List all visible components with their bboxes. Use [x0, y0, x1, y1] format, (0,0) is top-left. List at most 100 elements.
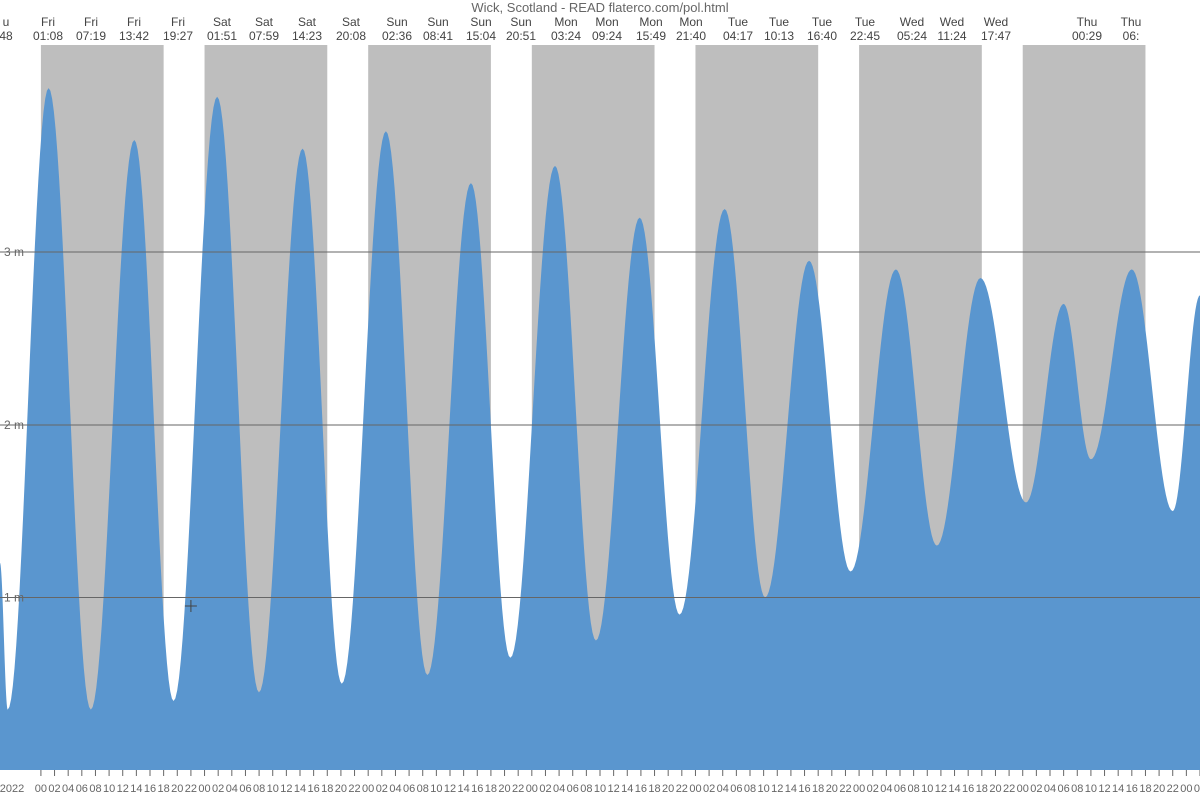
top-label-time: 11:24 [937, 29, 966, 43]
x-axis-hour-label: 18 [1139, 783, 1151, 795]
x-axis-hour-label: 00 [689, 783, 701, 795]
top-label-day: Thu [1121, 15, 1142, 29]
top-label-day: Sat [298, 15, 317, 29]
x-axis-hour-label: 12 [444, 783, 456, 795]
x-axis-hour-label: 16 [471, 783, 483, 795]
x-axis-hour-label: 08 [253, 783, 265, 795]
x-axis-hour-label: 12 [771, 783, 783, 795]
x-axis-hour-label: 06 [239, 783, 251, 795]
x-axis-hour-label: 22 [1167, 783, 1179, 795]
x-axis-hour-label: 22 [676, 783, 688, 795]
x-axis-hour-label: 06 [730, 783, 742, 795]
x-axis-hour-label: 12 [280, 783, 292, 795]
top-label-time: 16:40 [807, 29, 837, 43]
x-axis-hour-label: 22 [1003, 783, 1015, 795]
x-axis-hour-label: 02 [212, 783, 224, 795]
x-axis-hour-label: 02 [867, 783, 879, 795]
x-axis-hour-label: 10 [1085, 783, 1097, 795]
top-label-day: Mon [554, 15, 577, 29]
x-axis-hour-label: 18 [976, 783, 988, 795]
top-label-time: 07:19 [76, 29, 106, 43]
x-axis-hour-label: 02 [703, 783, 715, 795]
top-label-day: Sun [427, 15, 448, 29]
top-label-day: Tue [728, 15, 749, 29]
x-axis-hour-label: 14 [785, 783, 797, 795]
top-label-time: 01:08 [33, 29, 63, 43]
top-label-day: Sat [213, 15, 232, 29]
top-label-day: Sun [470, 15, 491, 29]
x-axis-hour-label: 14 [621, 783, 633, 795]
x-axis-hour-label: 10 [267, 783, 279, 795]
x-axis-hour-label: 18 [812, 783, 824, 795]
top-label-day: Sat [255, 15, 274, 29]
top-label-time: 04:17 [723, 29, 753, 43]
x-axis-hour-label: 08 [1071, 783, 1083, 795]
x-axis-hour-label: 20 [1153, 783, 1165, 795]
top-label-time: 48 [0, 29, 13, 43]
top-label-day: Fri [127, 15, 141, 29]
x-axis-hour-label: 18 [321, 783, 333, 795]
x-axis-hour-label: 12 [608, 783, 620, 795]
x-axis-hour-label: 14 [458, 783, 470, 795]
top-label-day: Thu [1077, 15, 1098, 29]
x-axis-hour-label: 18 [485, 783, 497, 795]
top-label-time: 05:24 [897, 29, 927, 43]
x-axis-hour-label: 16 [144, 783, 156, 795]
x-axis-hour-label: 22 [839, 783, 851, 795]
top-label-time: 17:47 [981, 29, 1011, 43]
x-axis-hour-label: 16 [962, 783, 974, 795]
x-axis-hour-label: 10 [594, 783, 606, 795]
x-axis-hour-label: 16 [1126, 783, 1138, 795]
x-axis-hour-label: 16 [635, 783, 647, 795]
x-axis-hour-label: 08 [417, 783, 429, 795]
x-axis-hour-label: 08 [908, 783, 920, 795]
top-label-time: 09:24 [592, 29, 622, 43]
x-axis-hour-label: 14 [294, 783, 306, 795]
x-axis-hour-label: 04 [553, 783, 565, 795]
x-axis-hour-label: 20 [498, 783, 510, 795]
top-label-time: 00:29 [1072, 29, 1102, 43]
top-label-day: Sun [510, 15, 531, 29]
x-axis-hour-label: 04 [226, 783, 238, 795]
x-axis-hour-label: 10 [921, 783, 933, 795]
top-label-day: Mon [595, 15, 618, 29]
x-axis-hour-label: 00 [35, 783, 47, 795]
x-axis-hour-label: 04 [717, 783, 729, 795]
x-axis-hour-label: 12 [117, 783, 129, 795]
top-label-time: 15:04 [466, 29, 496, 43]
top-label-time: 22:45 [850, 29, 880, 43]
x-axis-hour-label: 14 [948, 783, 960, 795]
x-axis-hour-label: 08 [580, 783, 592, 795]
top-label-day: u [3, 15, 10, 29]
top-label-day: Tue [769, 15, 790, 29]
x-axis-hour-label: 06 [1058, 783, 1070, 795]
top-label-day: Wed [940, 15, 964, 29]
top-label-time: 07:59 [249, 29, 279, 43]
chart-title: Wick, Scotland - READ flaterco.com/pol.h… [471, 0, 728, 15]
x-axis-hour-label: 00 [1017, 783, 1029, 795]
x-axis-hour-label: 20 [335, 783, 347, 795]
x-axis-hour-label: 18 [158, 783, 170, 795]
x-axis-hour-label: 04 [62, 783, 74, 795]
top-label-day: Sat [342, 15, 361, 29]
top-label-day: Fri [171, 15, 185, 29]
top-label-time: 10:13 [764, 29, 794, 43]
x-axis-hour-label: 08 [744, 783, 756, 795]
top-label-time: 20:08 [336, 29, 366, 43]
x-axis-hour-label: 20 [171, 783, 183, 795]
x-axis-hour-label: 12 [1098, 783, 1110, 795]
x-axis-hour-label: 22 [512, 783, 524, 795]
top-label-day: Fri [41, 15, 55, 29]
top-label-day: Tue [855, 15, 876, 29]
top-label-time: 15:49 [636, 29, 666, 43]
x-axis-hour-label: 00 [362, 783, 374, 795]
top-label-time: 06: [1123, 29, 1140, 43]
x-axis-hour-label: 06 [403, 783, 415, 795]
top-label-day: Mon [679, 15, 702, 29]
top-label-day: Wed [900, 15, 924, 29]
x-axis-hour-label: 02 [376, 783, 388, 795]
x-axis-hour-label: 02 [1194, 783, 1200, 795]
top-label-time: 14:23 [292, 29, 322, 43]
top-label-day: Tue [812, 15, 833, 29]
x-axis-hour-label: 20 [662, 783, 674, 795]
